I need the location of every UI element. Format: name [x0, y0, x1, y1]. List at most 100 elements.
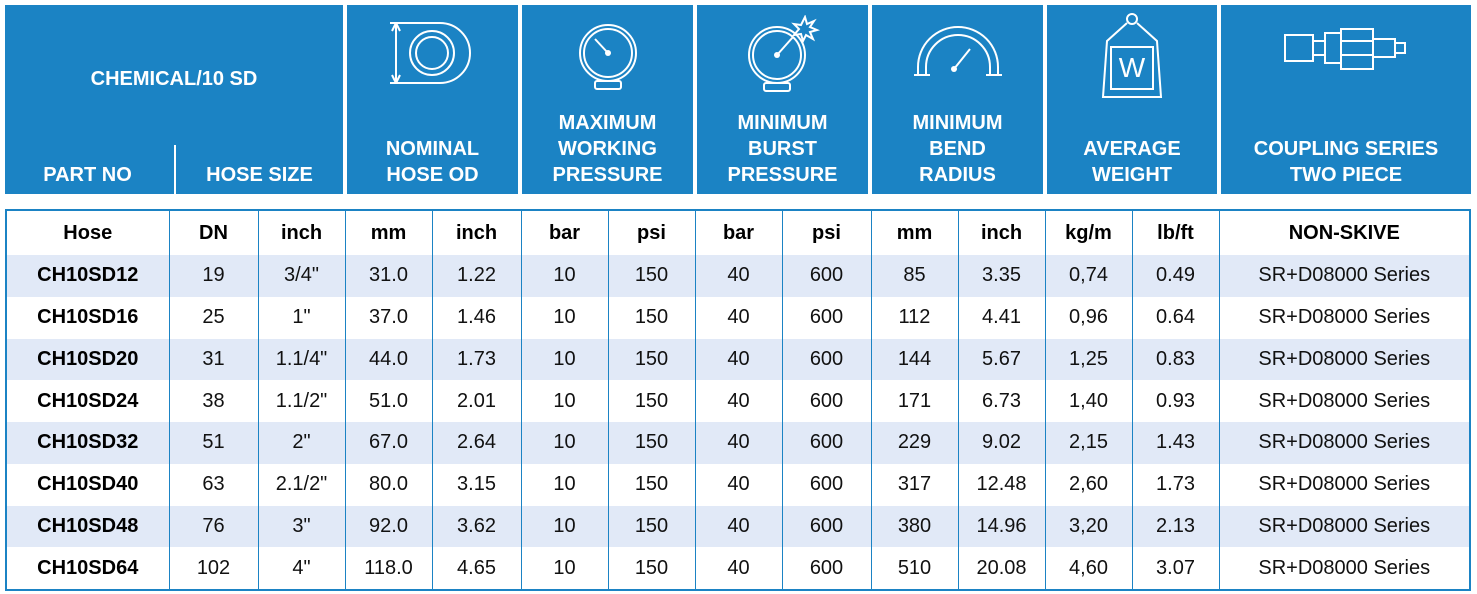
table-row: CH10SD32 51 2" 67.0 2.64 10 150 40 600 229 9.02 2,1… [5, 422, 1471, 464]
cell-od-mm: 44.0 [344, 338, 433, 381]
cell-dn: 102 [168, 547, 259, 590]
cell-bend-inch: 6.73 [957, 380, 1046, 422]
cell-weight-kgm: 0,96 [1044, 296, 1133, 339]
cell-part-no: CH10SD12 [5, 255, 170, 297]
min-burst-line2: BURST [748, 138, 817, 160]
table-row: CH10SD40 63 2.1/2" 80.0 3.15 10 150 40 600 317 12.… [5, 463, 1471, 506]
cell-wp-bar: 10 [520, 380, 609, 422]
cell-wp-bar: 10 [520, 547, 609, 590]
sub-wp-bar: bar [520, 210, 609, 255]
cell-wp-bar: 10 [520, 422, 609, 464]
cell-bp-psi: 600 [781, 547, 872, 590]
cell-bp-bar: 40 [694, 255, 783, 297]
sub-dn: DN [168, 210, 259, 255]
cell-od-mm: 37.0 [344, 296, 433, 339]
table-row: CH10SD16 25 1" 37.0 1.46 10 150 40 600 112 4.41 0,9… [5, 296, 1471, 339]
cell-od-inch: 3.15 [431, 463, 522, 506]
cell-bp-psi: 600 [781, 338, 872, 381]
cell-od-inch: 1.22 [431, 255, 522, 297]
sub-size-inch: inch [257, 210, 346, 255]
cell-coupling-series: SR+D08000 Series [1218, 422, 1471, 464]
cell-wp-psi: 150 [607, 255, 696, 297]
cell-od-inch: 2.64 [431, 422, 522, 464]
cell-weight-lbft: 0.49 [1131, 255, 1220, 297]
cell-size-inch: 4" [257, 547, 346, 590]
cell-weight-lbft: 3.07 [1131, 547, 1220, 590]
pressure-gauge-icon [578, 24, 637, 90]
cell-od-mm: 118.0 [344, 547, 433, 590]
cell-bend-mm: 85 [870, 255, 959, 297]
coupling-icon [1284, 28, 1406, 70]
cell-wp-psi: 150 [607, 463, 696, 506]
header-max-working-pressure: MAXIMUM WORKING PRESSURE [522, 5, 693, 194]
sub-weight-kgm: kg/m [1044, 210, 1133, 255]
header-divider [174, 145, 176, 194]
cell-bend-inch: 20.08 [957, 547, 1046, 590]
cell-bp-psi: 600 [781, 255, 872, 297]
weight-icon: W [1097, 11, 1167, 101]
header-min-burst-pressure: MINIMUM BURST PRESSURE [697, 5, 868, 194]
cell-wp-psi: 150 [607, 380, 696, 422]
cell-weight-lbft: 0.93 [1131, 380, 1220, 422]
cell-part-no: CH10SD40 [5, 463, 170, 506]
sub-od-inch: inch [431, 210, 522, 255]
cell-weight-kgm: 1,25 [1044, 338, 1133, 381]
cell-bend-mm: 171 [870, 380, 959, 422]
cell-dn: 25 [168, 296, 259, 339]
header-min-bend-radius: MINIMUM BEND RADIUS [872, 5, 1043, 194]
min-bend-line2: BEND [929, 138, 986, 160]
cell-od-mm: 51.0 [344, 380, 433, 422]
cell-bend-mm: 112 [870, 296, 959, 339]
cell-wp-bar: 10 [520, 255, 609, 297]
cell-bp-bar: 40 [694, 422, 783, 464]
sub-bend-mm: mm [870, 210, 959, 255]
avg-weight-line1: AVERAGE [1083, 138, 1181, 160]
cell-coupling-series: SR+D08000 Series [1218, 255, 1471, 297]
cell-bp-psi: 600 [781, 422, 872, 464]
cell-wp-psi: 150 [607, 505, 696, 548]
cell-wp-bar: 10 [520, 296, 609, 339]
cell-coupling-series: SR+D08000 Series [1218, 505, 1471, 548]
hose-size-header: HOSE SIZE [206, 164, 313, 186]
cell-weight-lbft: 0.83 [1131, 338, 1220, 381]
cell-coupling-series: SR+D08000 Series [1218, 338, 1471, 381]
cell-bend-inch: 3.35 [957, 255, 1046, 297]
header-part-hose-size: CHEMICAL/10 SD PART NO HOSE SIZE [5, 5, 343, 194]
cell-dn: 38 [168, 380, 259, 422]
sub-od-mm: mm [344, 210, 433, 255]
sub-non-skive: NON-SKIVE [1218, 210, 1471, 255]
cell-weight-kgm: 1,40 [1044, 380, 1133, 422]
bend-radius-icon [913, 26, 1002, 76]
coupling-line2: TWO PIECE [1289, 164, 1403, 186]
cell-part-no: CH10SD16 [5, 296, 170, 339]
cell-part-no: CH10SD32 [5, 422, 170, 464]
units-row: Hose DN inch mm inch bar psi bar psi mm … [5, 210, 1471, 255]
cell-od-mm: 92.0 [344, 505, 433, 548]
cell-bend-mm: 144 [870, 338, 959, 381]
cell-wp-psi: 150 [607, 547, 696, 590]
cell-bend-mm: 510 [870, 547, 959, 590]
header-coupling-series: COUPLING SERIES TWO PIECE [1221, 5, 1471, 194]
cell-weight-kgm: 2,60 [1044, 463, 1133, 506]
cell-size-inch: 1" [257, 296, 346, 339]
sub-wp-psi: psi [607, 210, 696, 255]
cell-dn: 31 [168, 338, 259, 381]
cell-size-inch: 1.1/4" [257, 338, 346, 381]
cell-size-inch: 3" [257, 505, 346, 548]
cell-bend-mm: 229 [870, 422, 959, 464]
cell-bp-bar: 40 [694, 505, 783, 548]
table-row: CH10SD48 76 3" 92.0 3.62 10 150 40 600 380 14.96 3,… [5, 505, 1471, 548]
cell-weight-lbft: 2.13 [1131, 505, 1220, 548]
cell-size-inch: 2.1/2" [257, 463, 346, 506]
cell-bp-psi: 600 [781, 380, 872, 422]
min-bend-line1: MINIMUM [912, 112, 1003, 134]
cell-part-no: CH10SD64 [5, 547, 170, 590]
cell-bp-bar: 40 [694, 380, 783, 422]
product-title: CHEMICAL/10 SD [90, 68, 258, 90]
cell-od-mm: 67.0 [344, 422, 433, 464]
cell-od-inch: 1.46 [431, 296, 522, 339]
sub-bend-inch: inch [957, 210, 1046, 255]
cell-bp-bar: 40 [694, 338, 783, 381]
hose-spec-table: Hose DN inch mm inch bar psi bar psi mm … [5, 209, 1471, 591]
cell-bend-mm: 380 [870, 505, 959, 548]
